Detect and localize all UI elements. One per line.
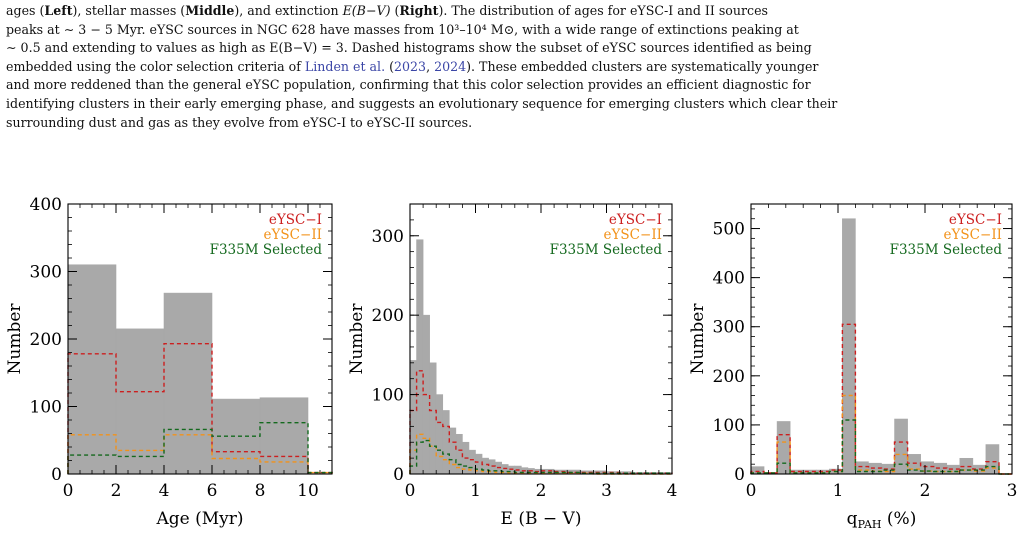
legend-eysc-ii: eYSC−II (944, 227, 1002, 243)
caption-math-ebv: E(B−V) (342, 3, 391, 18)
eysc-i-dashed-line (750, 323, 1012, 475)
all-eysc-bar (115, 328, 165, 475)
y-tick-label: 0 (393, 465, 404, 485)
all-eysc-bar (435, 394, 444, 475)
y-axis-label: Number (688, 303, 708, 375)
all-eysc-bar (448, 427, 457, 475)
f335m-selected-dashed-line (409, 439, 673, 474)
y-axis-label: Number (347, 303, 367, 375)
all-eysc-bar (416, 239, 424, 475)
x-tick-label: 3 (601, 481, 612, 501)
legend-eysc-i: eYSC−I (269, 212, 322, 228)
y-tick-label: 300 (372, 227, 404, 247)
caption-line-6: identifying clusters in their early emer… (6, 95, 838, 111)
caption-text: ), stellar masses ( (72, 3, 186, 18)
all-eysc-bar (985, 444, 1000, 475)
f335m-selected-dashed-line (750, 419, 1012, 475)
x-tick-label: 1 (470, 481, 481, 501)
legend-f335m-selected: F335M Selected (210, 242, 323, 258)
x-tick-label: 4 (667, 481, 678, 501)
y-tick-label: 200 (30, 330, 62, 350)
f335m-selected-dashed-line (67, 422, 333, 474)
all-eysc-bar (842, 218, 856, 475)
x-tick-label: 0 (63, 481, 74, 501)
y-tick-label: 500 (713, 220, 745, 240)
x-tick-label: 2 (111, 481, 122, 501)
y-tick-label: 200 (713, 367, 745, 387)
x-axis-label: qPAH (%) (847, 509, 917, 531)
caption-line-7: surrounding dust and gas as they evolve … (6, 114, 473, 130)
legend-f335m-selected: F335M Selected (550, 242, 663, 258)
y-tick-label: 300 (713, 318, 745, 338)
y-tick-label: 100 (372, 386, 404, 406)
x-tick-label: 0 (746, 481, 757, 501)
caption-line-4: embedded using the color selection crite… (6, 58, 1028, 77)
all-eysc-bar (442, 410, 450, 475)
y-tick-label: 200 (372, 306, 404, 326)
caption-text: , (426, 58, 435, 74)
legend-f335m-selected: F335M Selected (890, 242, 1003, 258)
caption-text: ( (390, 3, 400, 18)
all-eysc-bar (894, 418, 908, 475)
all-eysc-bar (920, 461, 935, 475)
x-tick-label: 2 (920, 481, 931, 501)
citation-link[interactable]: Linden et al. (304, 58, 386, 74)
caption-text: embedded using the color selection crite… (6, 58, 305, 74)
caption-text: ( (385, 58, 394, 74)
x-tick-label: 0 (405, 481, 416, 501)
all-eysc-bar (67, 264, 117, 475)
x-axis-label: E (B − V) (501, 509, 582, 529)
x-tick-label: 4 (159, 481, 170, 501)
x-tick-label: 8 (255, 481, 266, 501)
legend-eysc-ii: eYSC−II (264, 227, 322, 243)
all-eysc-bar (409, 360, 417, 475)
all-eysc-bar (907, 454, 921, 475)
caption-text: ). These embedded clusters are systemati… (466, 58, 819, 74)
y-tick-label: 400 (30, 195, 62, 215)
qpah-histogram-panel: 0 1 2 3 0 100 200 300 400 500 qPAH (%) Number eYSC−I… (688, 203, 1018, 531)
y-tick-label: 400 (713, 269, 745, 289)
legend-eysc-i: eYSC−I (949, 212, 1002, 228)
x-tick-label: 2 (536, 481, 547, 501)
x-axis-label: Age (Myr) (155, 509, 243, 529)
legend-eysc-i: eYSC−I (609, 212, 662, 228)
caption-line-5: and more reddened than the general eYSC … (6, 77, 811, 93)
x-tick-label: 3 (1007, 481, 1018, 501)
y-axis-label: Number (5, 303, 25, 375)
y-tick-label: 100 (713, 416, 745, 436)
all-eysc-bar (163, 292, 213, 475)
caption-line-2: peaks at ∼ 3 − 5 Myr. eYSC sources in NG… (6, 21, 799, 37)
figure-caption: ages (Left), stellar masses (Middle), an… (6, 2, 1028, 132)
legend-eysc-ii: eYSC−II (604, 227, 662, 243)
citation-year-link[interactable]: 2023 (394, 58, 427, 74)
eysc-ii-dashed-line (409, 433, 672, 475)
caption-bold-left: Left (44, 3, 73, 18)
extinction-histogram-panel: 0 1 2 3 4 0 100 200 300 E (B − V) Number eYSC−IeYSC… (347, 203, 678, 529)
caption-bold-middle: Middle (185, 3, 235, 18)
y-tick-label: 100 (30, 398, 62, 418)
y-tick-label: 300 (30, 263, 62, 283)
caption-text: ), and extinction (234, 3, 343, 18)
caption-text: ). The distribution of ages for eYSC-I a… (438, 3, 768, 18)
plot-frame (750, 203, 1013, 475)
all-eysc-bar (429, 362, 437, 475)
x-tick-label: 1 (833, 481, 844, 501)
caption-line-3: ∼ 0.5 and extending to values as high as… (6, 40, 812, 56)
caption-bold-right: Right (399, 3, 439, 18)
x-tick-label: 6 (207, 481, 218, 501)
y-tick-label: 0 (734, 465, 745, 485)
y-tick-label: 0 (51, 465, 62, 485)
caption-text: ages ( (6, 3, 45, 18)
caption-line-1: ages (Left), stellar masses (Middle), an… (6, 2, 1028, 21)
x-tick-label: 10 (297, 481, 319, 501)
citation-year-link[interactable]: 2024 (434, 58, 467, 74)
all-eysc-bar (776, 421, 791, 475)
